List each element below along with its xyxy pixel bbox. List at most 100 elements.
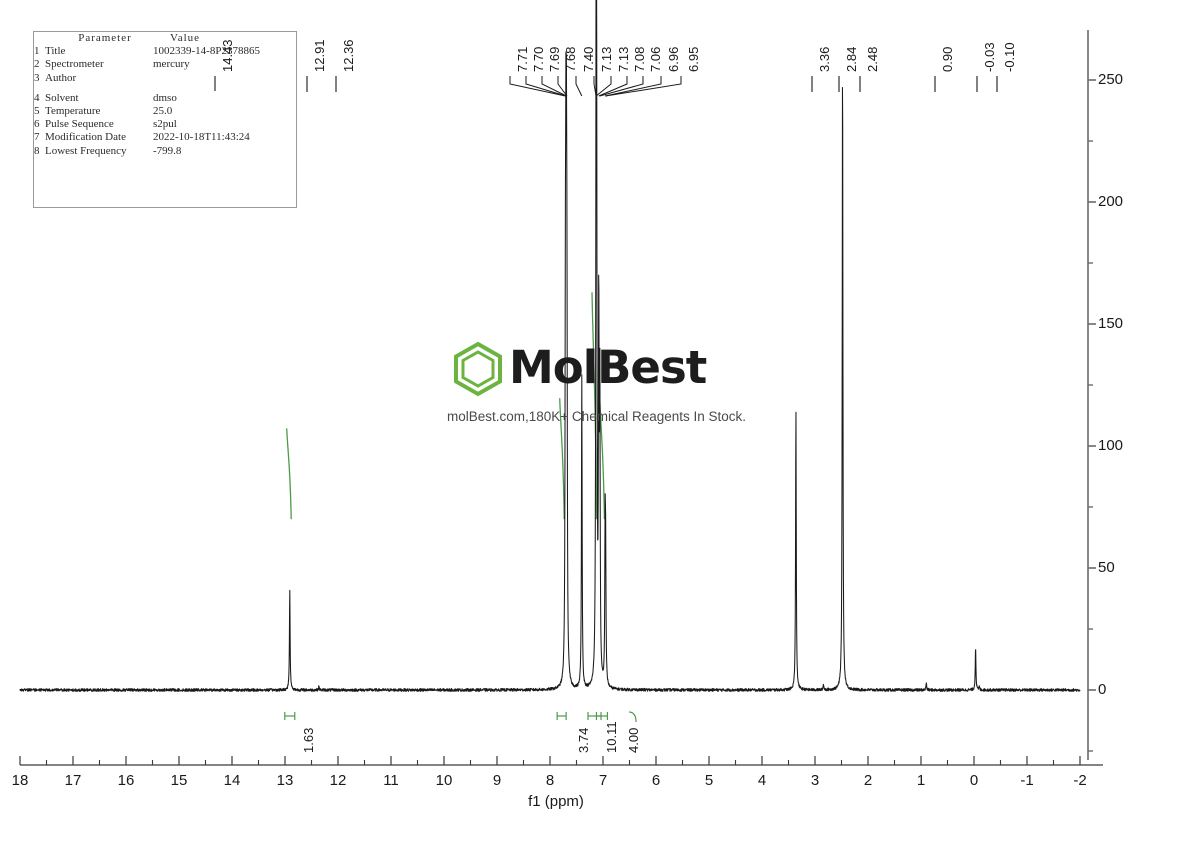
peak-label: 12.36 <box>341 39 356 72</box>
peak-leader-line <box>557 76 568 97</box>
parameter-key: Author <box>45 71 77 84</box>
peak-label: 7.71 <box>515 46 530 72</box>
parameter-value: s2pul <box>153 118 177 131</box>
peak-label: 7.69 <box>547 46 562 72</box>
parameter-index: 8 <box>34 144 40 157</box>
integral-curve <box>591 292 598 520</box>
parameter-value: 1002339-14-8P2378865 <box>153 45 260 58</box>
peak-label: 7.08 <box>632 46 647 72</box>
parameter-index: 7 <box>34 131 40 144</box>
peak-leader-line <box>599 76 644 97</box>
parameter-table-header: Parameter Value <box>34 32 296 45</box>
x-axis-tick-label: -1 <box>1020 772 1034 789</box>
parameter-index: 1 <box>34 45 40 58</box>
parameter-value: mercury <box>153 58 190 71</box>
y-axis-tick-label: 150 <box>1098 315 1124 332</box>
peak-leader-line <box>575 76 583 97</box>
parameter-row: 5 Temperature 25.0 <box>34 105 296 118</box>
integral-curve-tail <box>628 711 637 723</box>
parameter-key: Pulse Sequence <box>45 118 114 131</box>
integral-curve <box>559 398 565 520</box>
parameter-key: Spectrometer <box>45 58 104 71</box>
x-axis-tick-label: 1 <box>916 772 926 789</box>
parameter-key: Modification Date <box>45 131 126 144</box>
x-axis-tick-label: 7 <box>598 772 608 789</box>
x-axis-tick-label: 0 <box>969 772 979 789</box>
integral-marks-group <box>284 711 637 723</box>
column-header-value: Value <box>170 32 201 44</box>
x-axis-tick-label: 10 <box>435 772 453 789</box>
parameter-index: 6 <box>34 118 40 131</box>
spectrum-trace-group <box>19 0 1081 692</box>
peak-label: 7.13 <box>599 46 614 72</box>
x-axis-tick-label: 14 <box>223 772 241 789</box>
parameter-row: 6 Pulse Sequence s2pul <box>34 118 296 131</box>
y-axis-tick-label: 0 <box>1098 681 1107 698</box>
peak-label: 12.91 <box>312 39 327 72</box>
peak-label: 0.90 <box>940 46 955 72</box>
integral-label: 4.00 <box>626 727 641 753</box>
x-axis-tick-label: -2 <box>1073 772 1087 789</box>
peak-leader-line <box>595 76 612 97</box>
y-axis-tick-label: 50 <box>1098 559 1115 576</box>
peak-label: 7.13 <box>616 46 631 72</box>
peak-label: -0.03 <box>982 42 997 72</box>
spectrum-trace <box>19 0 1081 692</box>
axes-group <box>19 30 1103 766</box>
peak-label: 2.48 <box>865 46 880 72</box>
y-axis-tick-label: 250 <box>1098 71 1124 88</box>
parameter-row: 7 Modification Date 2022-10-18T11:43:24 <box>34 131 296 144</box>
x-axis-tick-label: 8 <box>545 772 555 789</box>
parameter-row: 2 Spectrometer mercury <box>34 58 296 71</box>
watermark-brand: MolBest <box>509 341 707 394</box>
parameter-row-spacer <box>34 85 296 92</box>
parameter-key: Lowest Frequency <box>45 144 127 157</box>
peak-label: 2.84 <box>844 46 859 72</box>
x-axis-tick-label: 15 <box>170 772 188 789</box>
peak-label: 7.70 <box>531 46 546 72</box>
x-axis-tick-label: 16 <box>117 772 135 789</box>
x-axis-tick-label: 9 <box>492 772 502 789</box>
peak-label: 7.40 <box>581 46 596 72</box>
watermark-tagline: molBest.com,180K+ Chemical Reagents In S… <box>447 409 747 424</box>
peak-leader-line <box>604 76 662 97</box>
parameter-value: -799.8 <box>153 144 182 157</box>
integral-label: 10.11 <box>604 721 619 753</box>
x-axis-tick-label: 5 <box>704 772 714 789</box>
parameter-index: 4 <box>34 91 40 104</box>
y-axis-tick-label: 100 <box>1098 437 1124 454</box>
parameter-index: 5 <box>34 105 40 118</box>
peak-leader-line <box>509 76 566 97</box>
x-axis-tick-label: 3 <box>810 772 820 789</box>
peak-label: 7.06 <box>648 46 663 72</box>
parameter-row: 8 Lowest Frequency -799.8 <box>34 145 296 158</box>
peak-leader-line <box>593 76 597 97</box>
parameter-index: 3 <box>34 71 40 84</box>
x-axis-tick-label: 2 <box>863 772 873 789</box>
molbest-hexagon-logo-icon <box>454 341 502 397</box>
x-axis-tick-label: 17 <box>64 772 82 789</box>
parameter-table: Parameter Value 1 Title 1002339-14-8P237886… <box>33 31 297 208</box>
integral-label: 1.63 <box>301 727 316 753</box>
parameter-row: 1 Title 1002339-14-8P2378865 <box>34 45 296 58</box>
parameter-row: 4 Solvent dmso <box>34 92 296 105</box>
peak-label: 3.36 <box>817 46 832 72</box>
peak-leader-line <box>525 76 567 97</box>
peak-leader-line <box>605 76 682 97</box>
parameter-key: Temperature <box>45 105 101 118</box>
x-axis-tick-label: 11 <box>383 772 399 789</box>
parameter-row: 3 Author <box>34 72 296 85</box>
x-axis-tick-label: 4 <box>757 772 767 789</box>
parameter-value: dmso <box>153 91 177 104</box>
parameter-value: 25.0 <box>153 105 173 118</box>
peak-label-14-43: 14.43 <box>220 39 235 72</box>
peak-label: -0.10 <box>1002 42 1017 72</box>
parameter-key: Solvent <box>45 91 79 104</box>
peak-label: 6.95 <box>686 46 701 72</box>
integral-label: 3.74 <box>576 727 591 753</box>
x-axis-tick-label: 12 <box>329 772 347 789</box>
column-header-parameter: Parameter <box>78 32 132 44</box>
parameter-key: Title <box>45 45 66 58</box>
peak-leader-line <box>541 76 567 97</box>
